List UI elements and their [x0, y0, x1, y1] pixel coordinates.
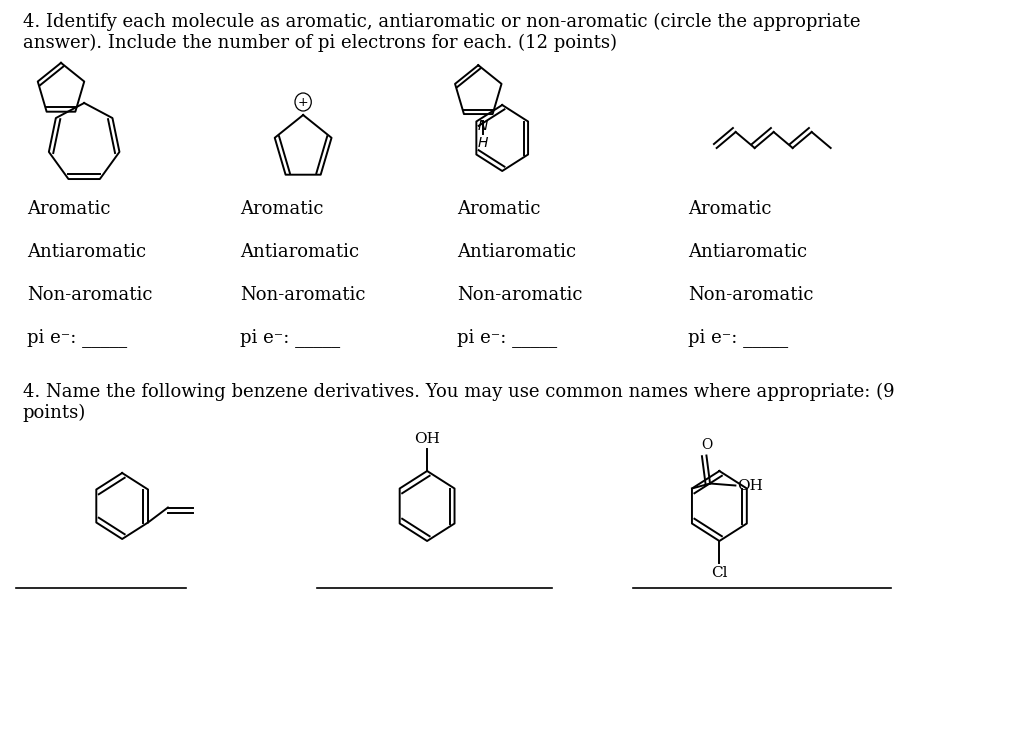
- Text: Aromatic: Aromatic: [28, 200, 111, 218]
- Text: pi e⁻: _____: pi e⁻: _____: [28, 328, 127, 347]
- Text: pi e⁻: _____: pi e⁻: _____: [457, 328, 557, 347]
- Text: N: N: [477, 119, 488, 133]
- Text: Aromatic: Aromatic: [240, 200, 324, 218]
- Text: Non-aromatic: Non-aromatic: [457, 286, 583, 304]
- Text: +: +: [298, 96, 308, 108]
- Text: OH: OH: [737, 479, 763, 492]
- Text: pi e⁻: _____: pi e⁻: _____: [688, 328, 787, 347]
- Text: H: H: [477, 136, 488, 150]
- Text: 4. Identify each molecule as aromatic, antiaromatic or non-aromatic (circle the : 4. Identify each molecule as aromatic, a…: [23, 13, 860, 52]
- Text: Antiaromatic: Antiaromatic: [457, 243, 577, 261]
- Text: Antiaromatic: Antiaromatic: [28, 243, 146, 261]
- Text: 4. Name the following benzene derivatives. You may use common names where approp: 4. Name the following benzene derivative…: [23, 383, 894, 423]
- Text: Aromatic: Aromatic: [688, 200, 771, 218]
- Text: Aromatic: Aromatic: [457, 200, 541, 218]
- Text: OH: OH: [414, 432, 440, 446]
- Text: Non-aromatic: Non-aromatic: [240, 286, 366, 304]
- Text: O: O: [700, 438, 712, 452]
- Text: Antiaromatic: Antiaromatic: [240, 243, 359, 261]
- Text: Non-aromatic: Non-aromatic: [28, 286, 153, 304]
- Text: pi e⁻: _____: pi e⁻: _____: [240, 328, 340, 347]
- Text: Antiaromatic: Antiaromatic: [688, 243, 807, 261]
- Text: Non-aromatic: Non-aromatic: [688, 286, 813, 304]
- Text: Cl: Cl: [711, 566, 728, 580]
